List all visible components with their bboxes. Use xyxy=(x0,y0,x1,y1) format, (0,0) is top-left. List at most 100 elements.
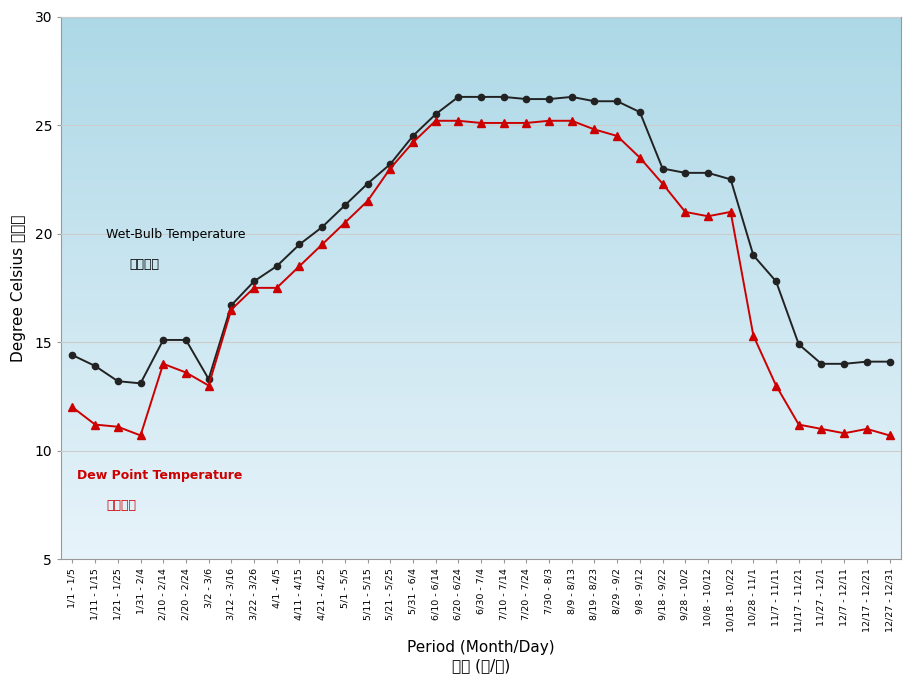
Bar xyxy=(61,422,900,423)
Bar xyxy=(61,541,900,543)
Bar xyxy=(61,272,900,274)
Bar xyxy=(61,226,900,228)
Text: Dew Point Temperature: Dew Point Temperature xyxy=(77,469,242,482)
Bar xyxy=(61,194,900,196)
Bar xyxy=(61,60,900,62)
Bar xyxy=(61,114,900,116)
Bar xyxy=(61,201,900,203)
Bar xyxy=(61,165,900,167)
Bar xyxy=(61,250,900,252)
Bar xyxy=(61,555,900,557)
Bar xyxy=(61,295,900,297)
Bar xyxy=(61,442,900,443)
Bar xyxy=(61,328,900,330)
Bar xyxy=(61,243,900,244)
Bar xyxy=(61,66,900,67)
Bar xyxy=(61,501,900,503)
Bar xyxy=(61,288,900,290)
Bar xyxy=(61,376,900,378)
Bar xyxy=(61,140,900,142)
Bar xyxy=(61,58,900,60)
Bar xyxy=(61,18,900,21)
Bar xyxy=(61,378,900,380)
Bar xyxy=(61,134,900,136)
Bar xyxy=(61,49,900,51)
Bar xyxy=(61,536,900,538)
Bar xyxy=(61,38,900,40)
Bar xyxy=(61,407,900,409)
Bar xyxy=(61,275,900,277)
Bar xyxy=(61,344,900,345)
Bar xyxy=(61,187,900,188)
Bar xyxy=(61,64,900,66)
Bar xyxy=(61,324,900,326)
Bar xyxy=(61,174,900,176)
Bar xyxy=(61,192,900,194)
Bar xyxy=(61,362,900,364)
Bar xyxy=(61,212,900,213)
Bar xyxy=(61,230,900,232)
Bar xyxy=(61,308,900,310)
Bar xyxy=(61,46,900,47)
Bar xyxy=(61,387,900,389)
Bar xyxy=(61,454,900,456)
Bar xyxy=(61,539,900,541)
Bar xyxy=(61,286,900,288)
Bar xyxy=(61,147,900,148)
Bar xyxy=(61,485,900,487)
Bar xyxy=(61,268,900,269)
Bar xyxy=(61,356,900,358)
Bar xyxy=(61,29,900,31)
Bar xyxy=(61,498,900,499)
Bar xyxy=(61,482,900,483)
Bar xyxy=(61,538,900,539)
Bar xyxy=(61,544,900,547)
Bar xyxy=(61,469,900,471)
Bar xyxy=(61,471,900,473)
Bar xyxy=(61,248,900,250)
Bar xyxy=(61,427,900,429)
Bar xyxy=(61,438,900,440)
Bar xyxy=(61,322,900,324)
Bar xyxy=(61,342,900,344)
Bar xyxy=(61,125,900,127)
Bar xyxy=(61,460,900,462)
Bar xyxy=(61,317,900,319)
Bar xyxy=(61,371,900,373)
Bar xyxy=(61,148,900,150)
Bar xyxy=(61,159,900,161)
Text: 露點溫度: 露點溫度 xyxy=(107,499,137,512)
Bar xyxy=(61,479,900,482)
Bar xyxy=(61,490,900,492)
Bar xyxy=(61,170,900,172)
Bar xyxy=(61,418,900,420)
Bar xyxy=(61,153,900,154)
Bar xyxy=(61,335,900,337)
Bar xyxy=(61,67,900,69)
Bar xyxy=(61,107,900,109)
Bar xyxy=(61,369,900,371)
Bar xyxy=(61,218,900,219)
Bar xyxy=(61,122,900,123)
Bar xyxy=(61,277,900,279)
Bar xyxy=(61,530,900,532)
Bar xyxy=(61,252,900,254)
Bar xyxy=(61,269,900,272)
Bar xyxy=(61,40,900,42)
Bar xyxy=(61,116,900,118)
Bar xyxy=(61,382,900,384)
Bar xyxy=(61,199,900,201)
Bar xyxy=(61,80,900,81)
Bar xyxy=(61,27,900,29)
Bar xyxy=(61,143,900,145)
Bar xyxy=(61,386,900,387)
Bar xyxy=(61,456,900,458)
Bar xyxy=(61,86,900,87)
Bar xyxy=(61,96,900,98)
Bar xyxy=(61,315,900,317)
Bar xyxy=(61,358,900,360)
Bar xyxy=(61,103,900,105)
Bar xyxy=(61,120,900,122)
Bar xyxy=(61,436,900,438)
Bar xyxy=(61,400,900,402)
